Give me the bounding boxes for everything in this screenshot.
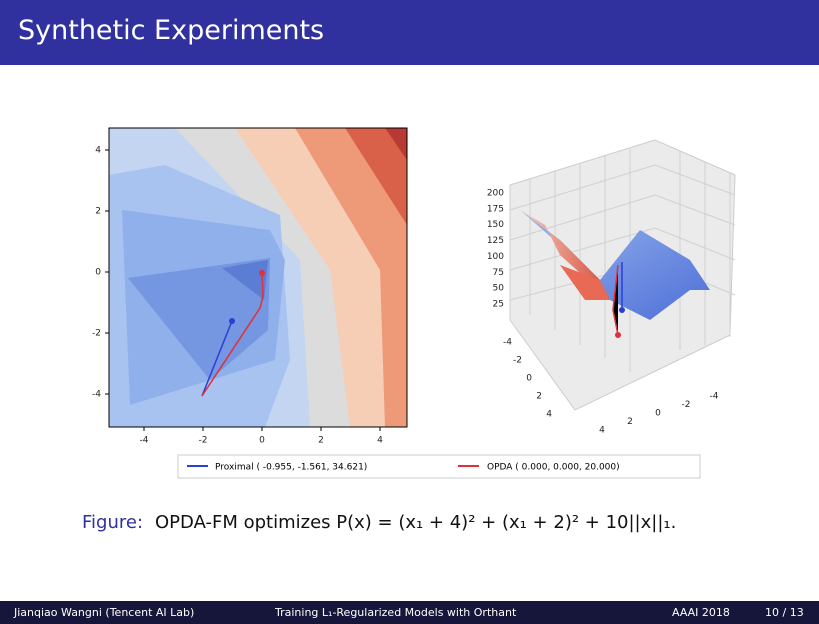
footer-page: 10 / 13 (765, 606, 804, 619)
footer-bar (0, 601, 819, 624)
z-tick-label: 25 (493, 300, 504, 310)
y-tick-label: -2 (513, 356, 522, 366)
legend-label: Proximal ( -0.955, -1.561, 34.621) (215, 463, 367, 473)
proximal-path (201, 320, 233, 397)
x-tick-label: 0 (259, 436, 265, 446)
y-tick-label: 4 (95, 146, 101, 156)
x-tick-label: 2 (318, 436, 324, 446)
z-tick-label: 200 (487, 189, 504, 199)
x-tick-label: 4 (377, 436, 383, 446)
y-tick-label: 2 (95, 207, 101, 217)
x-tick-label: -4 (140, 436, 149, 446)
z-tick-label: 75 (493, 268, 504, 278)
opda-end (259, 270, 265, 276)
x-tick-label: -4 (710, 392, 719, 402)
title: Synthetic Experiments (18, 15, 324, 46)
caption-label: Figure: (82, 512, 143, 533)
y-tick-label: -4 (503, 338, 512, 348)
z-tick-label: 125 (487, 236, 504, 246)
y-tick-label: 0 (526, 374, 532, 384)
y-tick-label: 4 (546, 410, 552, 420)
z-tick-label: 50 (493, 284, 505, 294)
surface-plot (509, 139, 736, 411)
z-tick-label: 175 (487, 204, 504, 214)
x-tick-label: 4 (599, 426, 605, 436)
y-tick-label: -2 (92, 329, 101, 339)
legend-label: OPDA ( 0.000, 0.000, 20.000) (487, 463, 620, 473)
z-tick-label: 150 (487, 220, 504, 230)
plot-frame (108, 127, 408, 428)
x-tick-label: 2 (627, 417, 633, 427)
footer-author: Jianqiao Wangni (Tencent AI Lab) (13, 606, 194, 619)
z-tick-label: 100 (487, 252, 504, 262)
y-tick-label: -4 (92, 390, 101, 400)
y-tick-label: 2 (536, 392, 542, 402)
x-tick-label: -2 (199, 436, 208, 446)
footer-talk: Training L₁-Regularized Models with Orth… (274, 606, 517, 619)
x-tick-label: 0 (655, 409, 661, 419)
contour-plot (109, 128, 407, 427)
y-tick-label: 0 (95, 268, 101, 278)
proximal-end (229, 318, 235, 324)
caption-text: OPDA-FM optimizes P(x) = (x₁ + 4)² + (x₁… (155, 512, 676, 533)
footer-venue: AAAI 2018 (672, 606, 730, 619)
title-bar (0, 0, 819, 65)
legend (177, 454, 701, 479)
x-tick-label: -2 (682, 400, 691, 410)
opda-path (201, 272, 264, 397)
